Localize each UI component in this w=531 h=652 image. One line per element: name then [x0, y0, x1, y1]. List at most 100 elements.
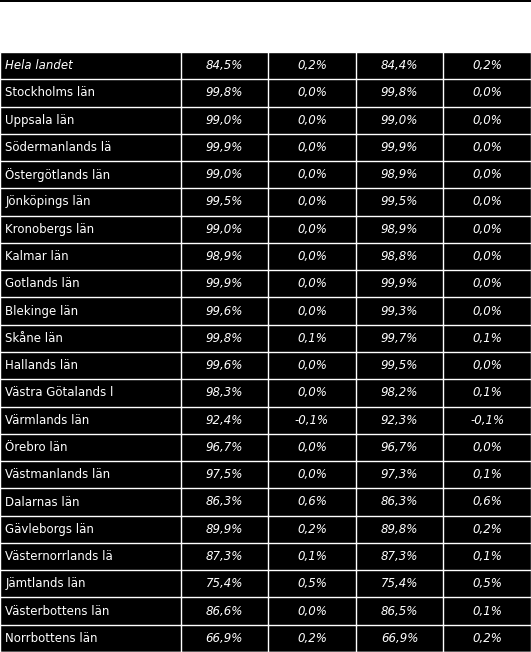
- Bar: [0, 106, 531, 134]
- Text: 0,0%: 0,0%: [472, 250, 502, 263]
- Bar: [0, 270, 531, 297]
- Text: 99,9%: 99,9%: [205, 277, 243, 290]
- Text: 96,7%: 96,7%: [381, 441, 418, 454]
- Text: 0,0%: 0,0%: [472, 168, 502, 181]
- Text: 0,0%: 0,0%: [297, 359, 327, 372]
- Text: Västerbottens län: Västerbottens län: [5, 604, 110, 617]
- Text: 99,6%: 99,6%: [205, 359, 243, 372]
- Text: 89,8%: 89,8%: [381, 523, 418, 536]
- Text: 0,0%: 0,0%: [297, 141, 327, 154]
- Text: Dalarnas län: Dalarnas län: [5, 496, 80, 509]
- Bar: [0, 352, 531, 379]
- Text: 0,0%: 0,0%: [472, 359, 502, 372]
- Text: 98,9%: 98,9%: [381, 168, 418, 181]
- Text: 84,4%: 84,4%: [381, 59, 418, 72]
- Bar: [0, 134, 531, 161]
- Text: Kalmar län: Kalmar län: [5, 250, 69, 263]
- Text: 0,0%: 0,0%: [297, 441, 327, 454]
- Text: 99,3%: 99,3%: [381, 304, 418, 318]
- Text: Västmanlands län: Västmanlands län: [5, 468, 110, 481]
- Text: Stockholms län: Stockholms län: [5, 87, 95, 99]
- Text: 0,1%: 0,1%: [472, 468, 502, 481]
- Text: 0,0%: 0,0%: [297, 168, 327, 181]
- Bar: [0, 379, 531, 407]
- Text: Västra Götalands l: Västra Götalands l: [5, 387, 114, 400]
- Text: 66,9%: 66,9%: [381, 632, 418, 645]
- Text: 0,2%: 0,2%: [297, 632, 327, 645]
- Text: 86,3%: 86,3%: [205, 496, 243, 509]
- Bar: [0, 325, 531, 352]
- Text: 0,6%: 0,6%: [297, 496, 327, 509]
- Text: 92,3%: 92,3%: [381, 413, 418, 426]
- Text: 0,1%: 0,1%: [297, 550, 327, 563]
- Bar: [0, 407, 531, 434]
- Text: 0,2%: 0,2%: [472, 59, 502, 72]
- Text: 0,0%: 0,0%: [472, 141, 502, 154]
- Bar: [0, 297, 531, 325]
- Text: 0,2%: 0,2%: [472, 523, 502, 536]
- Text: Jönköpings län: Jönköpings län: [5, 196, 91, 209]
- Text: 99,0%: 99,0%: [205, 223, 243, 236]
- Text: 0,0%: 0,0%: [472, 223, 502, 236]
- Text: Södermanlands lä: Södermanlands lä: [5, 141, 112, 154]
- Text: 86,3%: 86,3%: [381, 496, 418, 509]
- Text: 99,8%: 99,8%: [205, 332, 243, 345]
- Text: 0,2%: 0,2%: [472, 632, 502, 645]
- Text: 98,8%: 98,8%: [381, 250, 418, 263]
- Text: 0,2%: 0,2%: [297, 59, 327, 72]
- Text: 86,5%: 86,5%: [381, 604, 418, 617]
- Bar: [0, 161, 531, 188]
- Text: -0,1%: -0,1%: [295, 413, 329, 426]
- Text: Örebro län: Örebro län: [5, 441, 68, 454]
- Bar: [0, 243, 531, 270]
- Text: 99,5%: 99,5%: [381, 359, 418, 372]
- Text: 98,2%: 98,2%: [381, 387, 418, 400]
- Text: 87,3%: 87,3%: [205, 550, 243, 563]
- Text: 0,5%: 0,5%: [297, 577, 327, 590]
- Text: 96,7%: 96,7%: [205, 441, 243, 454]
- Text: 98,3%: 98,3%: [205, 387, 243, 400]
- Bar: [0, 188, 531, 216]
- Text: 0,1%: 0,1%: [472, 550, 502, 563]
- Text: 98,9%: 98,9%: [381, 223, 418, 236]
- Text: 99,6%: 99,6%: [205, 304, 243, 318]
- Text: 0,0%: 0,0%: [297, 250, 327, 263]
- Text: 0,0%: 0,0%: [297, 304, 327, 318]
- Text: 66,9%: 66,9%: [205, 632, 243, 645]
- Text: 75,4%: 75,4%: [381, 577, 418, 590]
- Text: 0,0%: 0,0%: [472, 113, 502, 126]
- Text: 84,5%: 84,5%: [205, 59, 243, 72]
- Text: 99,9%: 99,9%: [381, 141, 418, 154]
- Text: Värmlands län: Värmlands län: [5, 413, 90, 426]
- Text: 99,7%: 99,7%: [381, 332, 418, 345]
- Text: 99,9%: 99,9%: [381, 277, 418, 290]
- Text: Jämtlands län: Jämtlands län: [5, 577, 86, 590]
- Text: 99,0%: 99,0%: [381, 113, 418, 126]
- Text: 99,8%: 99,8%: [205, 87, 243, 99]
- Text: 0,0%: 0,0%: [297, 196, 327, 209]
- Text: 0,0%: 0,0%: [297, 87, 327, 99]
- Text: 0,0%: 0,0%: [297, 604, 327, 617]
- Bar: [0, 2, 531, 52]
- Bar: [0, 461, 531, 488]
- Bar: [0, 434, 531, 461]
- Text: 0,0%: 0,0%: [297, 277, 327, 290]
- Text: 0,0%: 0,0%: [472, 277, 502, 290]
- Bar: [0, 597, 531, 625]
- Text: -0,1%: -0,1%: [470, 413, 504, 426]
- Text: 99,0%: 99,0%: [205, 113, 243, 126]
- Text: 97,3%: 97,3%: [381, 468, 418, 481]
- Bar: [0, 516, 531, 543]
- Text: 98,9%: 98,9%: [205, 250, 243, 263]
- Text: 86,6%: 86,6%: [205, 604, 243, 617]
- Text: 99,8%: 99,8%: [381, 87, 418, 99]
- Text: 0,6%: 0,6%: [472, 496, 502, 509]
- Text: Hela landet: Hela landet: [5, 59, 73, 72]
- Text: 0,0%: 0,0%: [472, 87, 502, 99]
- Bar: [0, 543, 531, 570]
- Text: Gotlands län: Gotlands län: [5, 277, 80, 290]
- Text: Blekinge län: Blekinge län: [5, 304, 79, 318]
- Text: Uppsala län: Uppsala län: [5, 113, 75, 126]
- Text: 0,5%: 0,5%: [472, 577, 502, 590]
- Text: 0,0%: 0,0%: [472, 441, 502, 454]
